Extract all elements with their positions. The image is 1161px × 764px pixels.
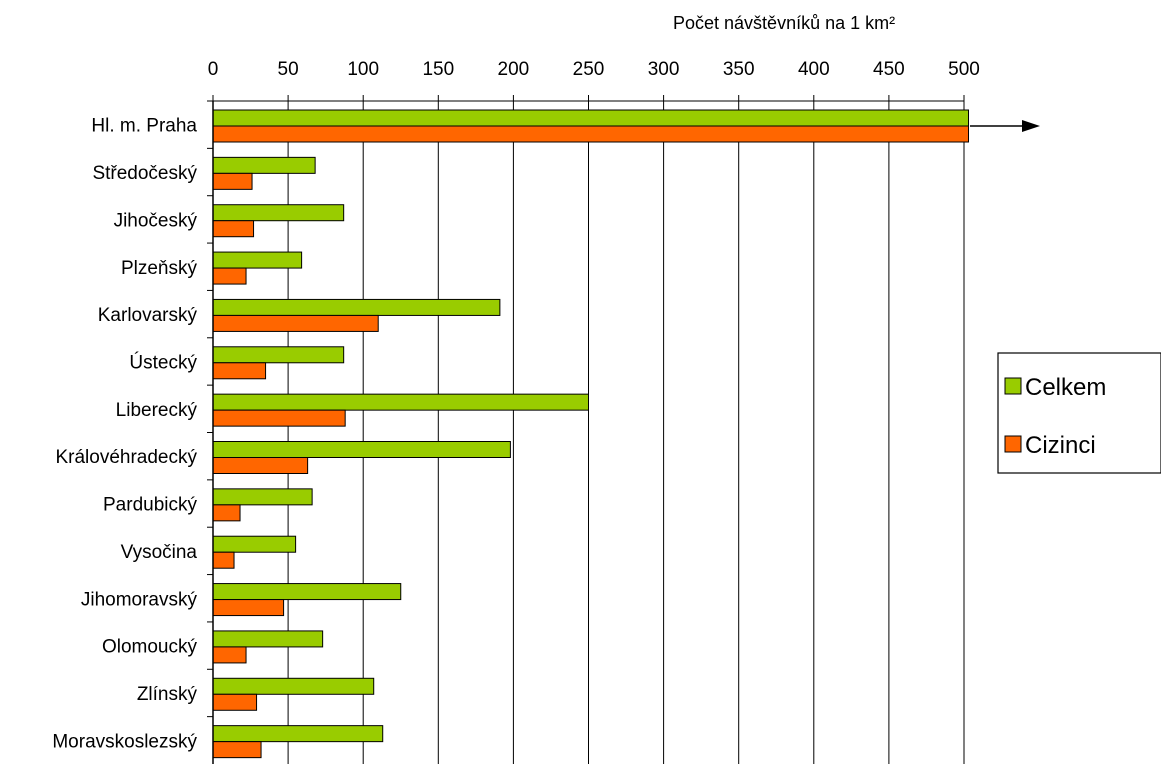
x-tick-label: 100 [347, 59, 379, 80]
bar-cizinci [212, 551, 235, 569]
bar-celkem [212, 109, 970, 127]
bar-cizinci [212, 457, 309, 474]
legend-swatch [1004, 377, 1022, 395]
legend: Celkem Cizinci [997, 352, 1161, 474]
category-label: Zlínský [137, 684, 198, 705]
bars-group [212, 109, 970, 759]
bar-cizinci [212, 267, 247, 285]
overflow-arrow-head [1022, 120, 1040, 132]
bar-cizinci [212, 172, 253, 190]
x-tick-label: 250 [573, 59, 605, 80]
gridlines [287, 101, 965, 764]
x-tick-labels: 0 50 100 150 200 250 300 350 400 450 500 [208, 59, 980, 80]
bar-cizinci [212, 314, 379, 332]
legend-box [997, 352, 1161, 474]
bar-celkem [212, 488, 313, 506]
category-label: Hl. m. Praha [91, 116, 197, 137]
bar-celkem [212, 583, 402, 601]
category-label: Vysočina [121, 542, 198, 563]
bar-celkem [212, 441, 511, 458]
bar-celkem [212, 393, 589, 411]
x-tick-label: 500 [948, 59, 980, 80]
category-label: Pardubický [103, 495, 197, 516]
bar-celkem [212, 535, 297, 553]
overflow-arrow [970, 120, 1040, 132]
bar-celkem [212, 204, 345, 222]
x-tick-label: 150 [422, 59, 454, 80]
category-label: Liberecký [116, 400, 198, 421]
legend-label: Cizinci [1025, 432, 1096, 459]
bar-cizinci [212, 693, 258, 711]
x-tick-label: 450 [873, 59, 905, 80]
x-tick-label: 0 [208, 59, 219, 80]
category-label: Královéhradecký [55, 447, 197, 468]
bar-celkem [212, 677, 375, 695]
bar-celkem [212, 346, 345, 364]
x-axis [207, 95, 965, 764]
x-tick-label: 50 [278, 59, 299, 80]
category-label: Středočeský [92, 163, 197, 184]
x-tick-label: 200 [498, 59, 530, 80]
x-tick-label: 400 [798, 59, 830, 80]
category-label: Ústecký [129, 351, 197, 373]
x-tick-label: 300 [648, 59, 680, 80]
x-tick-label: 350 [723, 59, 755, 80]
legend-label: Celkem [1025, 374, 1106, 401]
bar-cizinci [212, 504, 241, 522]
bar-cizinci [212, 362, 267, 380]
bar-cizinci [212, 220, 255, 238]
category-label: Olomoucký [102, 637, 198, 658]
x-axis-title: Počet návštěvníků na 1 km² [673, 13, 895, 33]
bar-celkem [212, 725, 384, 743]
category-label: Jihomoravský [81, 589, 198, 610]
bar-celkem [212, 156, 316, 174]
bar-cizinci [212, 125, 970, 143]
bar-celkem [212, 251, 303, 269]
bar-cizinci [212, 646, 247, 664]
legend-swatch [1004, 435, 1022, 453]
bar-cizinci [212, 741, 262, 759]
category-label: Plzeňský [121, 258, 198, 279]
bar-celkem [212, 298, 501, 316]
bar-celkem [212, 630, 324, 648]
category-labels: Hl. m. Praha Středočeský Jihočeský Plzeňský… [52, 116, 197, 753]
category-label: Jihočeský [114, 210, 198, 231]
category-label: Moravskoslezský [52, 731, 197, 752]
category-label: Karlovarský [98, 305, 198, 326]
bar-cizinci [212, 409, 346, 427]
bar-cizinci [212, 599, 285, 617]
